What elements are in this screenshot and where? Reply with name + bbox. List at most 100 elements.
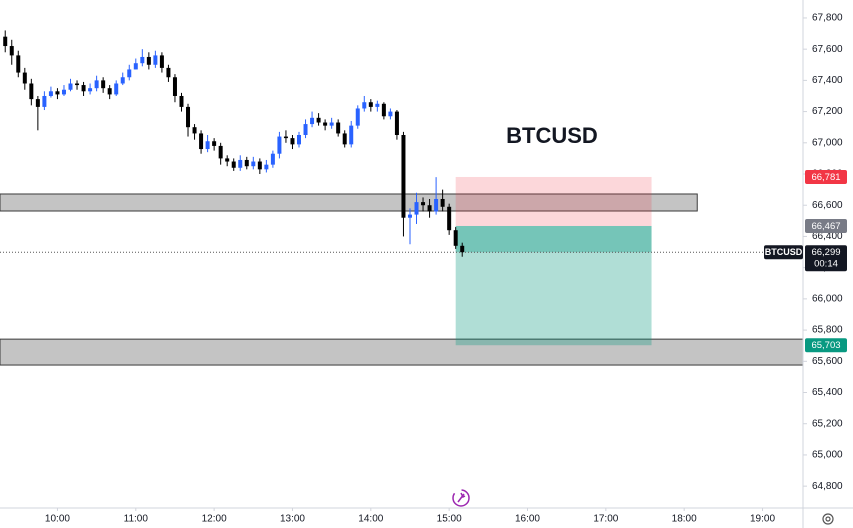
candle-body [434,198,439,212]
candle-body [310,117,315,125]
candle-body [355,108,360,126]
candle-body [257,161,262,170]
x-tick-label: 18:00 [672,514,697,525]
y-tick-label: 65,000 [812,450,843,461]
candle-body [283,136,288,139]
candle-body [172,77,177,96]
icon-stroke [457,492,466,503]
y-tick-label: 64,800 [812,481,843,492]
y-tick-label: 66,600 [812,200,843,211]
open-profit-zone [455,225,652,253]
y-tick-label: 67,400 [812,75,843,86]
candle-body [179,95,184,107]
settings-icon[interactable] [822,513,834,525]
candle-body [29,83,34,100]
symbol-box [764,245,803,260]
candle-body [362,102,367,109]
candle-body [264,164,269,170]
candle-body [140,56,145,64]
candle-body [16,55,21,73]
candle-body [368,102,373,107]
candle-body [297,134,302,145]
candle-body [421,202,426,206]
candle-body [414,202,419,215]
candle-body [166,67,171,78]
candle-body [94,80,99,89]
icon-ring [822,513,834,525]
candle-body [401,134,406,218]
candle-body [107,88,112,95]
candle-body [303,124,308,135]
candle-body [251,161,256,167]
candle-body [212,141,217,146]
x-tick-label: 17:00 [593,514,618,525]
y-tick-label: 67,000 [812,137,843,148]
candle-body [42,95,47,107]
candle-body [81,85,86,92]
y-tick-label: 65,400 [812,387,843,398]
candle-body [205,141,210,150]
candle-body [349,125,354,145]
icon-ring [452,489,470,507]
candle-body [394,111,399,135]
candle-body [238,159,243,168]
magic-icon[interactable] [452,489,470,507]
y-tick-label: 67,600 [812,44,843,55]
candle-body [388,111,393,117]
candle-body [127,69,132,78]
x-tick-label: 16:00 [515,514,540,525]
y-tick-label: 67,200 [812,106,843,117]
entry-label: 66,467 [811,221,840,232]
candle-body [427,205,432,212]
candle-body [61,89,66,95]
y-tick-label: 65,600 [812,356,843,367]
time-axis [0,508,853,528]
candle-body [35,99,40,107]
candle-body [114,83,119,95]
candle-body [9,46,14,56]
candle-body [48,91,53,96]
candle-body [68,83,73,90]
candle-body [133,63,138,70]
y-tick-label: 65,200 [812,418,843,429]
y-tick-label: 66,400 [812,231,843,242]
candle-body [120,77,125,84]
x-tick-label: 10:00 [45,514,70,525]
target-zone [455,225,652,346]
y-tick-label: 67,800 [812,13,843,24]
last-price-box [805,245,847,272]
candle-body [55,91,60,95]
candle-body [336,122,341,134]
candle-body [199,133,204,150]
candle-body [447,206,452,231]
candle-body [75,83,80,86]
x-tick-label: 15:00 [437,514,462,525]
candle-body [101,80,106,89]
support-resistance-zone [0,338,804,366]
candle-body [146,56,151,65]
candle-body [186,106,191,128]
candle-body [453,230,458,246]
stop-label-box [805,169,847,184]
icon-core [825,516,831,522]
x-tick-label: 19:00 [750,514,775,525]
x-tick-label: 12:00 [202,514,227,525]
candle-body [244,159,249,167]
candle-body [329,122,334,126]
candle-body [153,55,158,65]
candle-body [460,245,465,253]
y-tick-label: 66,000 [812,294,843,305]
candle-body [316,117,321,123]
candle-body [159,55,164,68]
x-tick-label: 14:00 [358,514,383,525]
stop-label: 66,781 [811,172,840,183]
candle-body [381,103,386,117]
x-tick-label: 11:00 [124,514,149,525]
target-label: 65,703 [811,340,840,351]
plot-area [0,30,804,366]
candle-body [231,161,236,168]
axes: 64,800 65,000 65,200 65,400 65,600 65,800 66,0… [45,13,847,525]
candle-body [218,145,223,159]
last-price-label: 66,299 [811,247,840,258]
